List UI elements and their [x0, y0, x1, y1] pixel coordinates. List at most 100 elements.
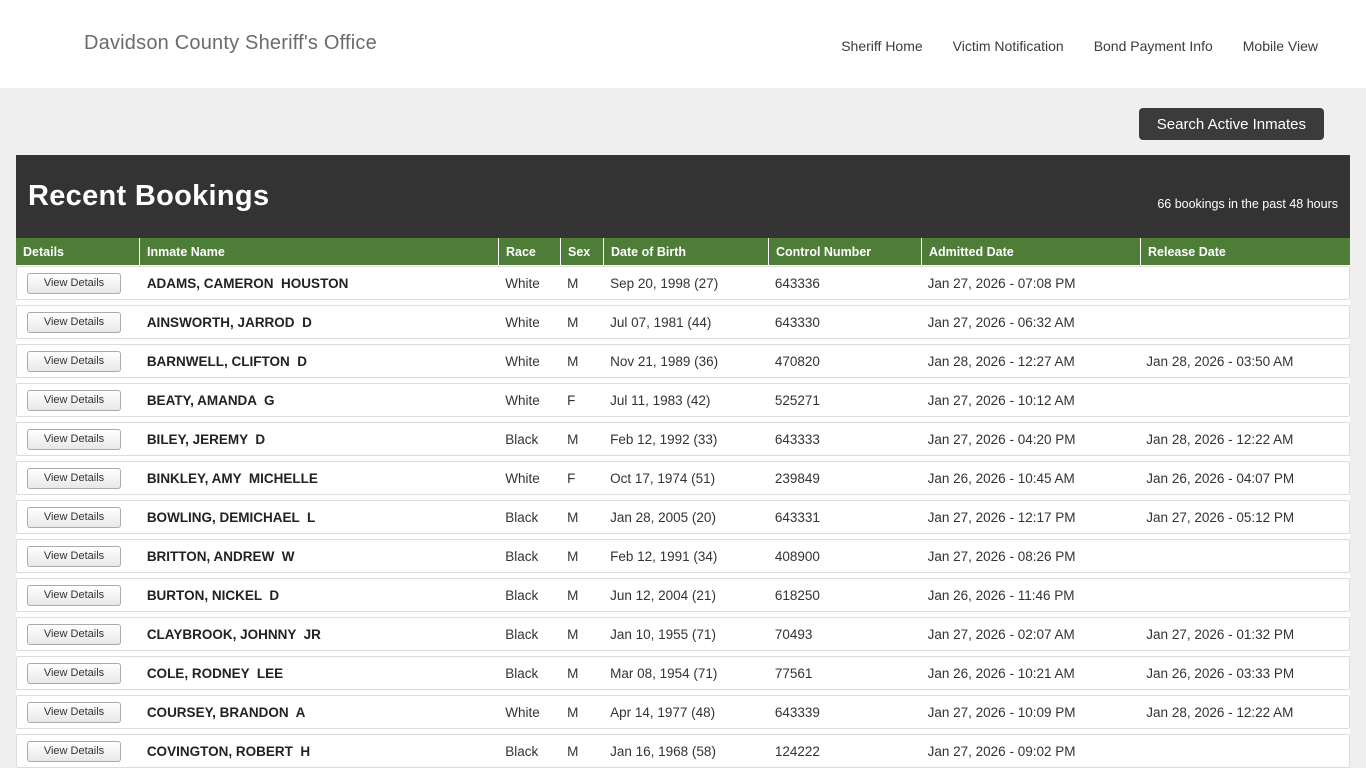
- view-details-button[interactable]: View Details: [27, 311, 121, 333]
- inmate-name: BINKLEY, AMY MICHELLE: [146, 470, 318, 486]
- control-number-value: 470820: [774, 353, 820, 369]
- race-value: White: [505, 704, 540, 720]
- race-value: Black: [505, 509, 539, 525]
- nav-bond-payment-info[interactable]: Bond Payment Info: [1093, 38, 1213, 54]
- table-header-row: Details Inmate Name Race Sex Date of Bir…: [16, 238, 1350, 265]
- race-value: White: [505, 353, 540, 369]
- view-details-button[interactable]: View Details: [27, 506, 121, 528]
- table-row: View Details BRITTON, ANDREW W Black M Feb 1…: [16, 539, 1350, 573]
- sex-value: F: [567, 470, 576, 486]
- view-details-button[interactable]: View Details: [27, 272, 121, 294]
- table-row: View Details COURSEY, BRANDON A White M Apr …: [16, 695, 1350, 729]
- release-date-value: Jan 27, 2026 - 05:12 PM: [1146, 509, 1295, 525]
- sex-value: M: [567, 626, 579, 642]
- table-row: View Details BEATY, AMANDA G White F Jul 11,…: [16, 383, 1350, 417]
- control-number-value: 643333: [774, 431, 820, 447]
- nav-sheriff-home[interactable]: Sheriff Home: [841, 38, 923, 54]
- inmate-name: ADAMS, CAMERON HOUSTON: [146, 275, 349, 291]
- view-details-button[interactable]: View Details: [27, 389, 121, 411]
- date-of-birth-value: Jan 10, 1955 (71): [610, 626, 716, 642]
- details-cell: View Details: [17, 272, 140, 294]
- table-row: View Details CLAYBROOK, JOHNNY JR Black M Ja…: [16, 617, 1350, 651]
- release-date-value: Jan 28, 2026 - 03:50 AM: [1146, 353, 1294, 369]
- view-details-button[interactable]: View Details: [27, 467, 121, 489]
- details-cell: View Details: [17, 389, 140, 411]
- view-details-button[interactable]: View Details: [27, 662, 121, 684]
- column-header-details: Details: [23, 244, 64, 259]
- control-number-value: 643336: [774, 275, 820, 291]
- sex-value: M: [567, 509, 579, 525]
- table-row: View Details BILEY, JEREMY D Black M Feb 12,…: [16, 422, 1350, 456]
- sex-value: M: [567, 665, 579, 681]
- admitted-date-value: Jan 27, 2026 - 09:02 PM: [927, 743, 1076, 759]
- bookings-count: 66 bookings in the past 48 hours: [1157, 196, 1338, 211]
- inmate-name: BRITTON, ANDREW W: [146, 548, 295, 564]
- view-details-button[interactable]: View Details: [27, 545, 121, 567]
- search-active-inmates-button[interactable]: Search Active Inmates: [1138, 108, 1324, 140]
- inmate-name: BURTON, NICKEL D: [146, 587, 280, 603]
- date-of-birth-value: Jan 28, 2005 (20): [610, 509, 716, 525]
- admitted-date-value: Jan 27, 2026 - 06:32 AM: [927, 314, 1075, 330]
- date-of-birth-value: Jan 16, 1968 (58): [610, 743, 716, 759]
- release-date-value: Jan 27, 2026 - 01:32 PM: [1146, 626, 1295, 642]
- release-date-value: Jan 26, 2026 - 03:33 PM: [1146, 665, 1295, 681]
- view-details-button[interactable]: View Details: [27, 428, 121, 450]
- inmate-name: BARNWELL, CLIFTON D: [146, 353, 308, 369]
- date-of-birth-value: Feb 12, 1991 (34): [610, 548, 718, 564]
- admitted-date-value: Jan 26, 2026 - 10:21 AM: [927, 665, 1075, 681]
- column-header-inmate-name: Inmate Name: [139, 238, 498, 265]
- control-number-value: 643331: [774, 509, 820, 525]
- race-value: White: [505, 314, 540, 330]
- admitted-date-value: Jan 27, 2026 - 10:12 AM: [927, 392, 1075, 408]
- top-header: Davidson County Sheriff's Office Sheriff…: [0, 0, 1366, 88]
- details-cell: View Details: [17, 428, 140, 450]
- sex-value: M: [567, 548, 579, 564]
- admitted-date-value: Jan 28, 2026 - 12:27 AM: [927, 353, 1075, 369]
- inmate-name: BEATY, AMANDA G: [146, 392, 275, 408]
- admitted-date-value: Jan 26, 2026 - 10:45 AM: [927, 470, 1075, 486]
- race-value: Black: [505, 548, 539, 564]
- details-cell: View Details: [17, 350, 140, 372]
- release-date-value: Jan 28, 2026 - 12:22 AM: [1146, 431, 1294, 447]
- column-header-sex: Sex: [560, 238, 603, 265]
- view-details-button[interactable]: View Details: [27, 623, 121, 645]
- recent-bookings-panel: Recent Bookings 66 bookings in the past …: [16, 155, 1350, 768]
- admitted-date-value: Jan 27, 2026 - 12:17 PM: [927, 509, 1076, 525]
- nav-mobile-view[interactable]: Mobile View: [1242, 38, 1318, 54]
- search-row: Search Active Inmates: [0, 88, 1366, 155]
- admitted-date-value: Jan 27, 2026 - 04:20 PM: [927, 431, 1076, 447]
- date-of-birth-value: Mar 08, 1954 (71): [610, 665, 718, 681]
- details-cell: View Details: [17, 701, 140, 723]
- details-cell: View Details: [17, 467, 140, 489]
- date-of-birth-value: Oct 17, 1974 (51): [610, 470, 716, 486]
- control-number-value: 643339: [774, 704, 820, 720]
- inmate-name: BILEY, JEREMY D: [146, 431, 266, 447]
- site-title: Davidson County Sheriff's Office: [84, 32, 377, 54]
- details-cell: View Details: [17, 545, 140, 567]
- view-details-button[interactable]: View Details: [27, 584, 121, 606]
- details-cell: View Details: [17, 584, 140, 606]
- page-title: Recent Bookings: [28, 180, 270, 212]
- sex-value: M: [567, 431, 579, 447]
- view-details-button[interactable]: View Details: [27, 350, 121, 372]
- race-value: Black: [505, 665, 539, 681]
- column-header-date-of-birth: Date of Birth: [603, 238, 768, 265]
- race-value: White: [505, 470, 540, 486]
- admitted-date-value: Jan 27, 2026 - 10:09 PM: [927, 704, 1076, 720]
- view-details-button[interactable]: View Details: [27, 701, 121, 723]
- nav-victim-notification[interactable]: Victim Notification: [952, 38, 1064, 54]
- inmate-name: BOWLING, DEMICHAEL L: [146, 509, 316, 525]
- sex-value: M: [567, 314, 579, 330]
- view-details-button[interactable]: View Details: [27, 740, 121, 762]
- admitted-date-value: Jan 27, 2026 - 07:08 PM: [927, 275, 1076, 291]
- control-number-value: 618250: [774, 587, 820, 603]
- table-row: View Details BURTON, NICKEL D Black M Jun 12…: [16, 578, 1350, 612]
- table-row: View Details AINSWORTH, JARROD D White M Jul…: [16, 305, 1350, 339]
- sex-value: F: [567, 392, 576, 408]
- details-cell: View Details: [17, 740, 140, 762]
- column-header-control-number: Control Number: [768, 238, 921, 265]
- race-value: Black: [505, 743, 539, 759]
- table-row: View Details COVINGTON, ROBERT H Black M Jan…: [16, 734, 1350, 768]
- race-value: White: [505, 392, 540, 408]
- date-of-birth-value: Jul 07, 1981 (44): [610, 314, 712, 330]
